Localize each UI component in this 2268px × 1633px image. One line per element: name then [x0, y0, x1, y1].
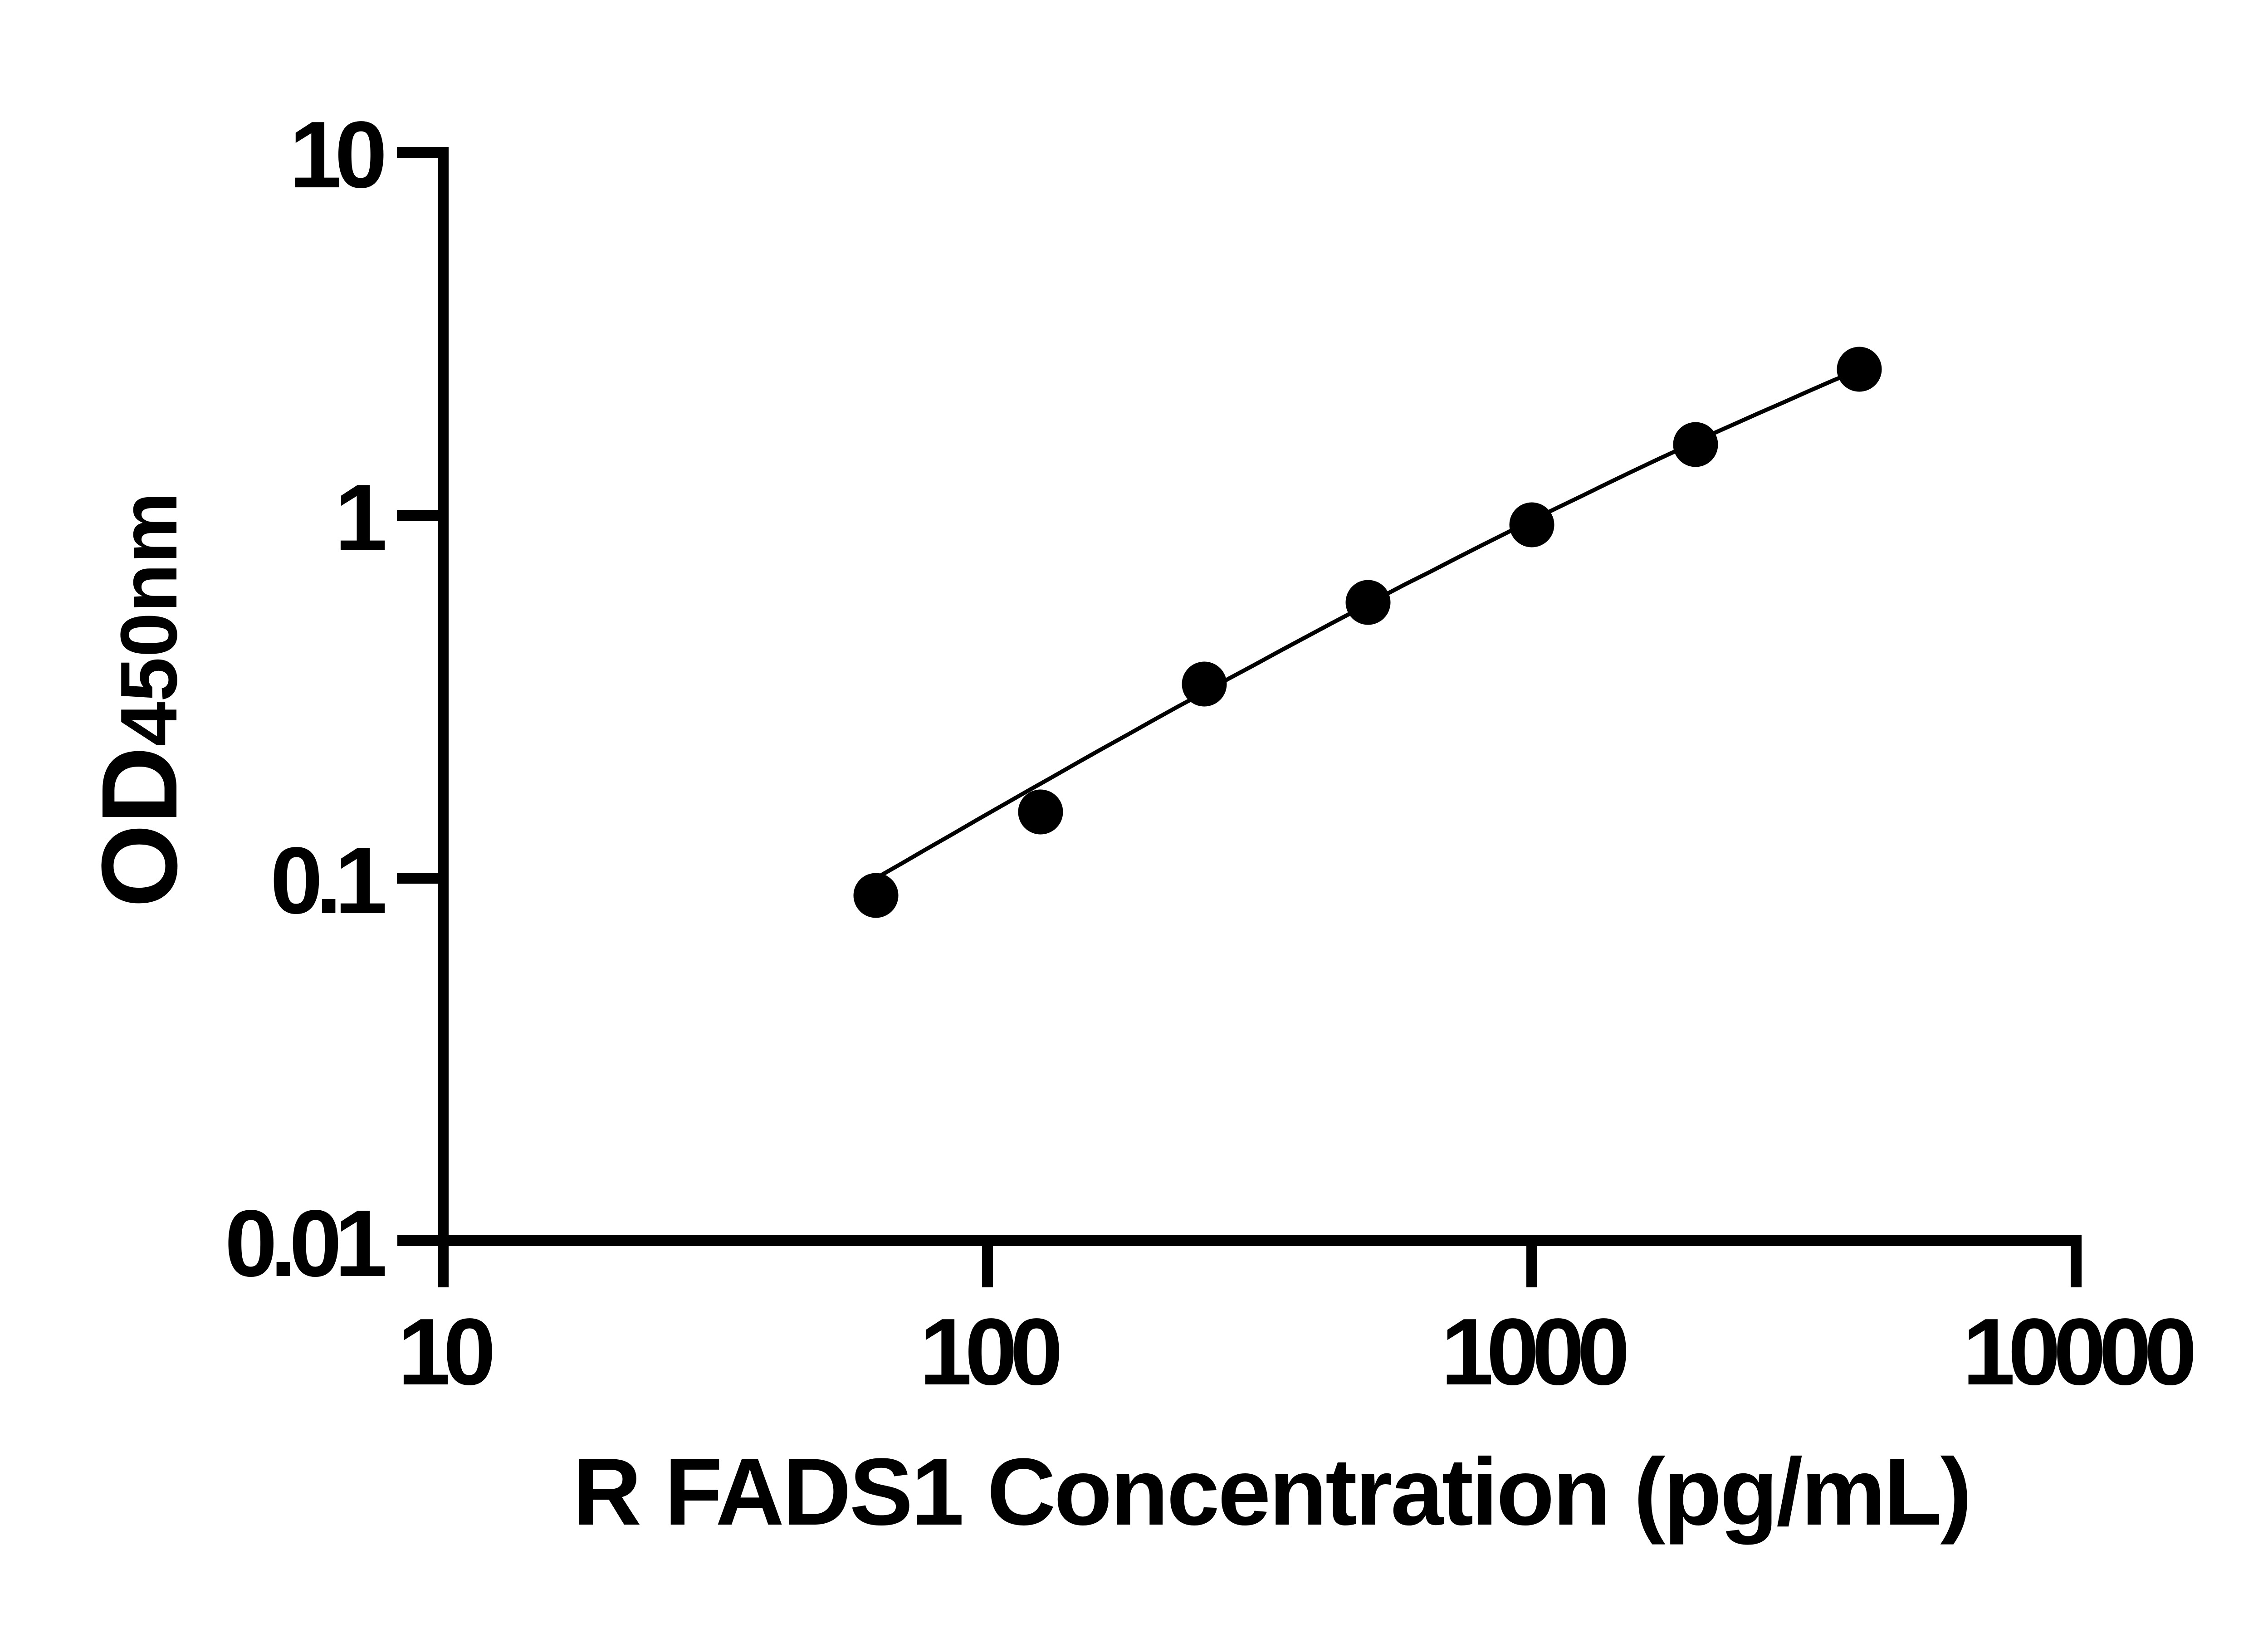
svg-text:OD450nm: OD450nm	[79, 492, 200, 908]
svg-text:0.01: 0.01	[225, 1191, 385, 1296]
svg-text:1: 1	[335, 465, 385, 571]
svg-text:0.1: 0.1	[270, 828, 385, 934]
svg-text:10000: 10000	[1962, 1299, 2193, 1405]
svg-text:R FADS1 Concentration (pg/mL): R FADS1 Concentration (pg/mL)	[573, 1438, 1970, 1545]
svg-text:1000: 1000	[1441, 1299, 1627, 1405]
svg-text:10: 10	[289, 102, 384, 208]
svg-text:100: 100	[919, 1299, 1059, 1405]
svg-text:10: 10	[398, 1299, 492, 1405]
